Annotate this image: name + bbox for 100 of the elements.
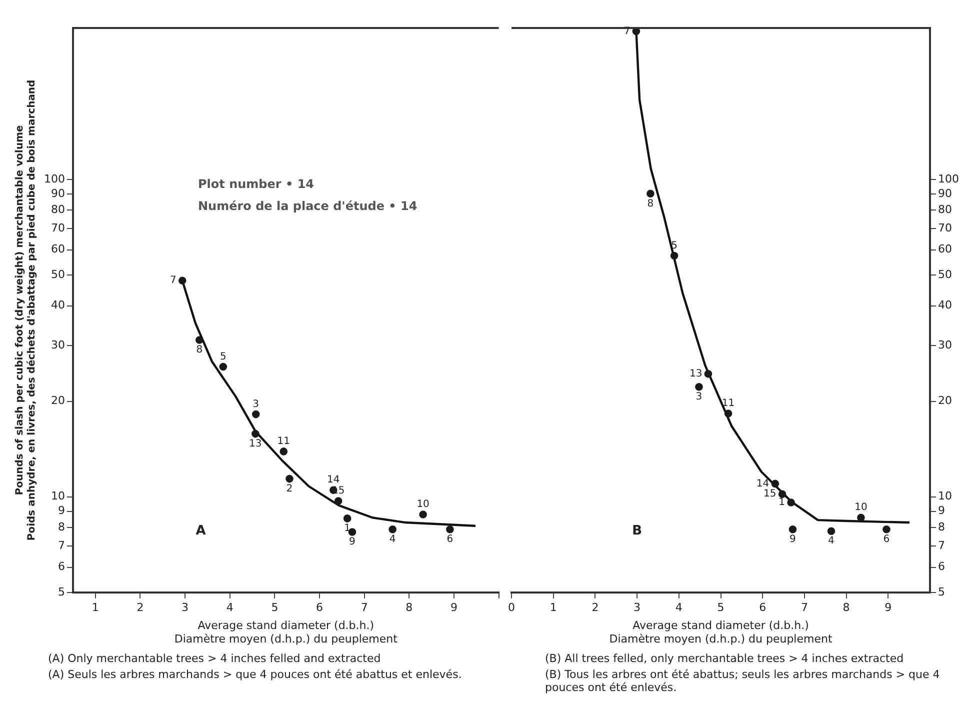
annotation: 9: [349, 536, 356, 548]
text: (A) Seuls les arbres marchands > que 4 pouces ont été abattus et enlevés.: [48, 668, 463, 681]
point: [695, 383, 703, 391]
x-tick-label: 9: [450, 600, 458, 614]
text: (A) Only merchantable trees > 4 inches felled and extracted: [48, 652, 382, 665]
point: [388, 525, 396, 534]
x-tick-label: 8: [406, 600, 413, 614]
y-tick-label: 70: [938, 221, 952, 234]
y-tick-label: 20: [938, 394, 952, 408]
point: [827, 527, 836, 535]
x-tick-label: 3: [182, 600, 189, 614]
annotation: 4: [828, 536, 834, 547]
annotation: 7: [624, 26, 630, 37]
point: [252, 430, 260, 438]
point: [724, 410, 732, 418]
y-tick-label: 7: [58, 538, 65, 552]
x-tick-label: 2: [592, 600, 599, 614]
annotation: 8: [196, 344, 203, 356]
point: [280, 448, 288, 456]
y-tick-label: 9: [938, 504, 946, 518]
point: [219, 362, 228, 371]
y-tick-label: 70: [50, 221, 65, 234]
annotation: 3: [696, 392, 702, 403]
y-tick-label: 80: [50, 203, 65, 216]
annotation: 6: [446, 534, 454, 545]
x-tick-label: 6: [316, 600, 324, 614]
y-tick-label: 20: [50, 394, 65, 408]
y-tick-label: 6: [938, 560, 946, 574]
annotation: 14: [756, 478, 770, 490]
x-tick-label: 4: [675, 600, 682, 614]
point: [788, 525, 797, 534]
point: [446, 525, 454, 534]
text: A: [196, 523, 206, 538]
annotation: 4: [389, 534, 396, 545]
x-tick-label: 8: [842, 600, 850, 614]
point: [252, 410, 260, 418]
point: [178, 276, 186, 285]
x-tick-label: 1: [92, 600, 99, 614]
y-tick-label: 60: [938, 242, 952, 256]
point: [646, 190, 654, 198]
annotation: 14: [327, 474, 340, 486]
annotation: 7: [170, 275, 176, 286]
y-tick-label: 30: [938, 338, 952, 352]
y-tick-label: 5: [58, 585, 65, 598]
y-tick-label: 50: [938, 268, 952, 281]
point: [419, 510, 427, 518]
y-tick-label: 60: [50, 242, 65, 256]
y-tick-label: 8: [938, 520, 946, 534]
y-tick-label: 90: [50, 186, 65, 200]
annotation: 2: [286, 483, 293, 494]
x-tick-label: 6: [759, 600, 766, 614]
y-tick-label: 50: [50, 268, 65, 281]
point: [348, 528, 356, 536]
y-tick-label: 10: [938, 490, 952, 503]
point: [704, 370, 712, 378]
annotation: 13: [689, 368, 702, 380]
point: [343, 514, 352, 522]
annotation: 10: [416, 499, 430, 510]
y-tick-label: 9: [58, 504, 65, 518]
annotation: 13: [249, 438, 262, 450]
x-tick-label: 1: [550, 600, 557, 614]
text: Plot number • 14 Numéro de la place d'étude • 14: [198, 176, 418, 215]
x-tick-label: 4: [226, 600, 234, 614]
x-axis-title: Average stand diameter (d.b.h.) Diamètre moyen (d.h.p.) du peuplement: [174, 619, 398, 646]
annotation: 11: [722, 398, 735, 410]
annotation: 5: [220, 351, 226, 362]
point: [195, 336, 204, 344]
point: [787, 498, 795, 506]
y-tick-label: 10: [50, 490, 65, 503]
x-tick-label: 9: [884, 600, 892, 614]
point: [286, 474, 294, 483]
point: [632, 28, 640, 36]
y-tick-label: 100: [938, 172, 960, 186]
y-tick-label: 80: [938, 203, 952, 216]
x-axis-title: Average stand diameter (d.b.h.) Diamètre moyen (d.h.p.) du peuplement: [609, 619, 833, 646]
annotation: 3: [252, 398, 260, 410]
annotation: 15: [764, 488, 776, 500]
y-tick-label: 5: [938, 585, 946, 598]
point: [670, 252, 678, 260]
y-tick-label: 7: [938, 538, 946, 552]
annotation: 10: [854, 502, 868, 514]
y-tick-label: 90: [938, 186, 952, 200]
y-tick-label: 8: [58, 520, 65, 534]
x-tick-label: 5: [717, 600, 724, 614]
x-tick-label: 0: [508, 600, 515, 614]
point: [334, 497, 342, 505]
y-tick-label: 40: [50, 298, 65, 312]
y-axis-title: Pounds of slash per cubic foot (dry weight) merchantable volume Poids anhydre, en livres, des déchets d'abattage par pied cube de bois marchand: [14, 80, 38, 541]
text: B: [632, 523, 642, 538]
x-tick-label: 3: [634, 600, 641, 614]
annotation: 8: [647, 198, 654, 210]
point: [771, 480, 780, 488]
x-tick-label: 5: [271, 600, 278, 614]
x-tick-label: 7: [800, 600, 808, 614]
x-tick-label: 7: [360, 600, 368, 614]
point: [778, 490, 786, 498]
annotation: 1: [778, 497, 786, 508]
y-tick-label: 6: [58, 560, 65, 574]
point: [882, 525, 890, 534]
annotation: 6: [883, 534, 890, 545]
